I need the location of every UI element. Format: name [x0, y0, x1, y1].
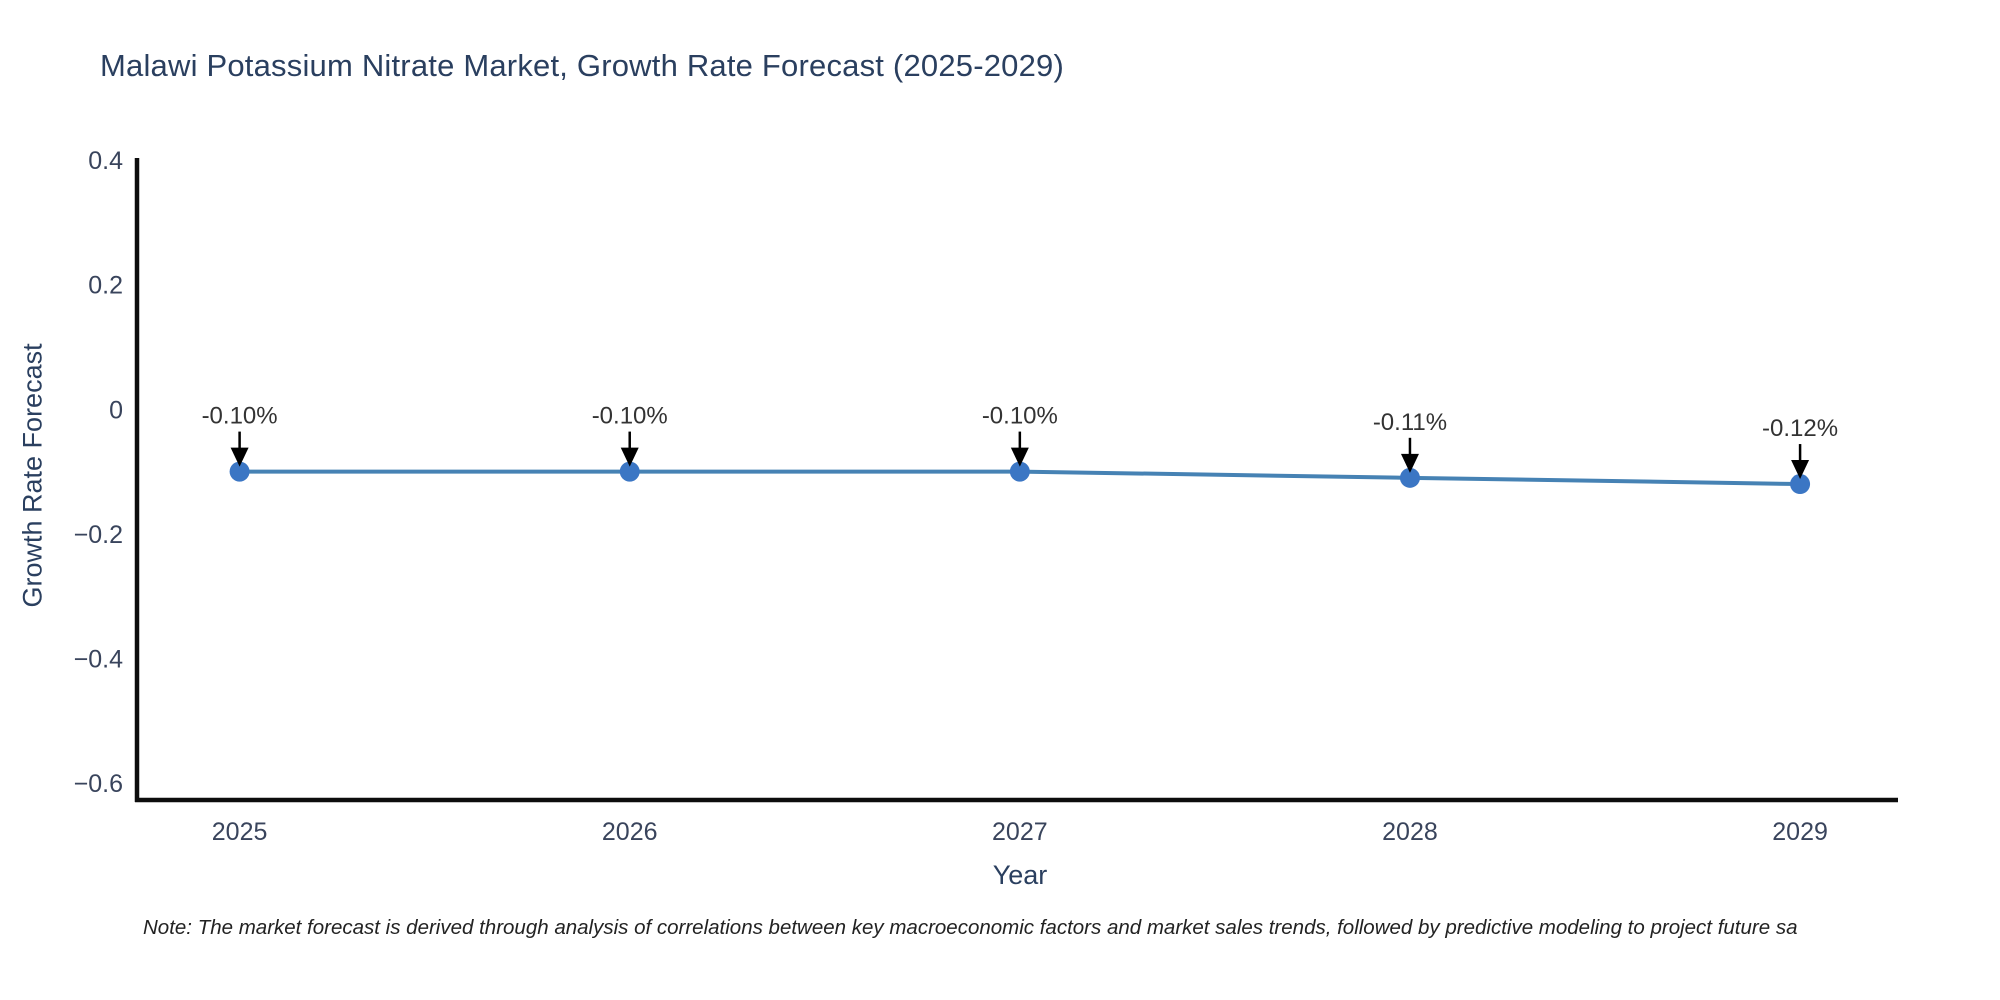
y-tick-label: 0 [109, 396, 123, 424]
annotation-arrowhead [1400, 453, 1419, 473]
y-tick-label: 0.2 [88, 272, 123, 300]
annotation-label: -0.10% [592, 403, 668, 430]
annotation-arrowhead [620, 447, 639, 467]
annotation-arrowhead [230, 447, 249, 467]
annotation-label: -0.10% [202, 403, 278, 430]
footnote: Note: The market forecast is derived thr… [143, 916, 1798, 939]
annotation-label: -0.11% [1373, 409, 1447, 436]
data-point [229, 461, 250, 482]
data-point [1790, 474, 1811, 495]
annotation-arrowhead [1791, 460, 1810, 480]
x-tick-label: 2026 [602, 818, 658, 846]
data-point [1399, 467, 1420, 488]
y-tick-label: −0.6 [74, 770, 123, 798]
chart-title: Malawi Potassium Nitrate Market, Growth … [100, 48, 1065, 83]
annotation-label: -0.10% [982, 403, 1058, 430]
x-tick-label: 2028 [1382, 818, 1438, 846]
y-tick-label: −0.2 [74, 521, 123, 549]
annotation-arrowhead [1010, 447, 1029, 467]
x-tick-label: 2029 [1772, 818, 1828, 846]
y-tick-label: 0.4 [88, 147, 123, 175]
x-axis-title: Year [992, 860, 1048, 890]
annotation-label: -0.12% [1762, 415, 1838, 442]
data-point [1009, 461, 1030, 482]
x-tick-label: 2025 [212, 818, 268, 846]
y-tick-label: −0.4 [74, 646, 123, 674]
x-tick-label: 2027 [992, 818, 1048, 846]
data-point [619, 461, 640, 482]
